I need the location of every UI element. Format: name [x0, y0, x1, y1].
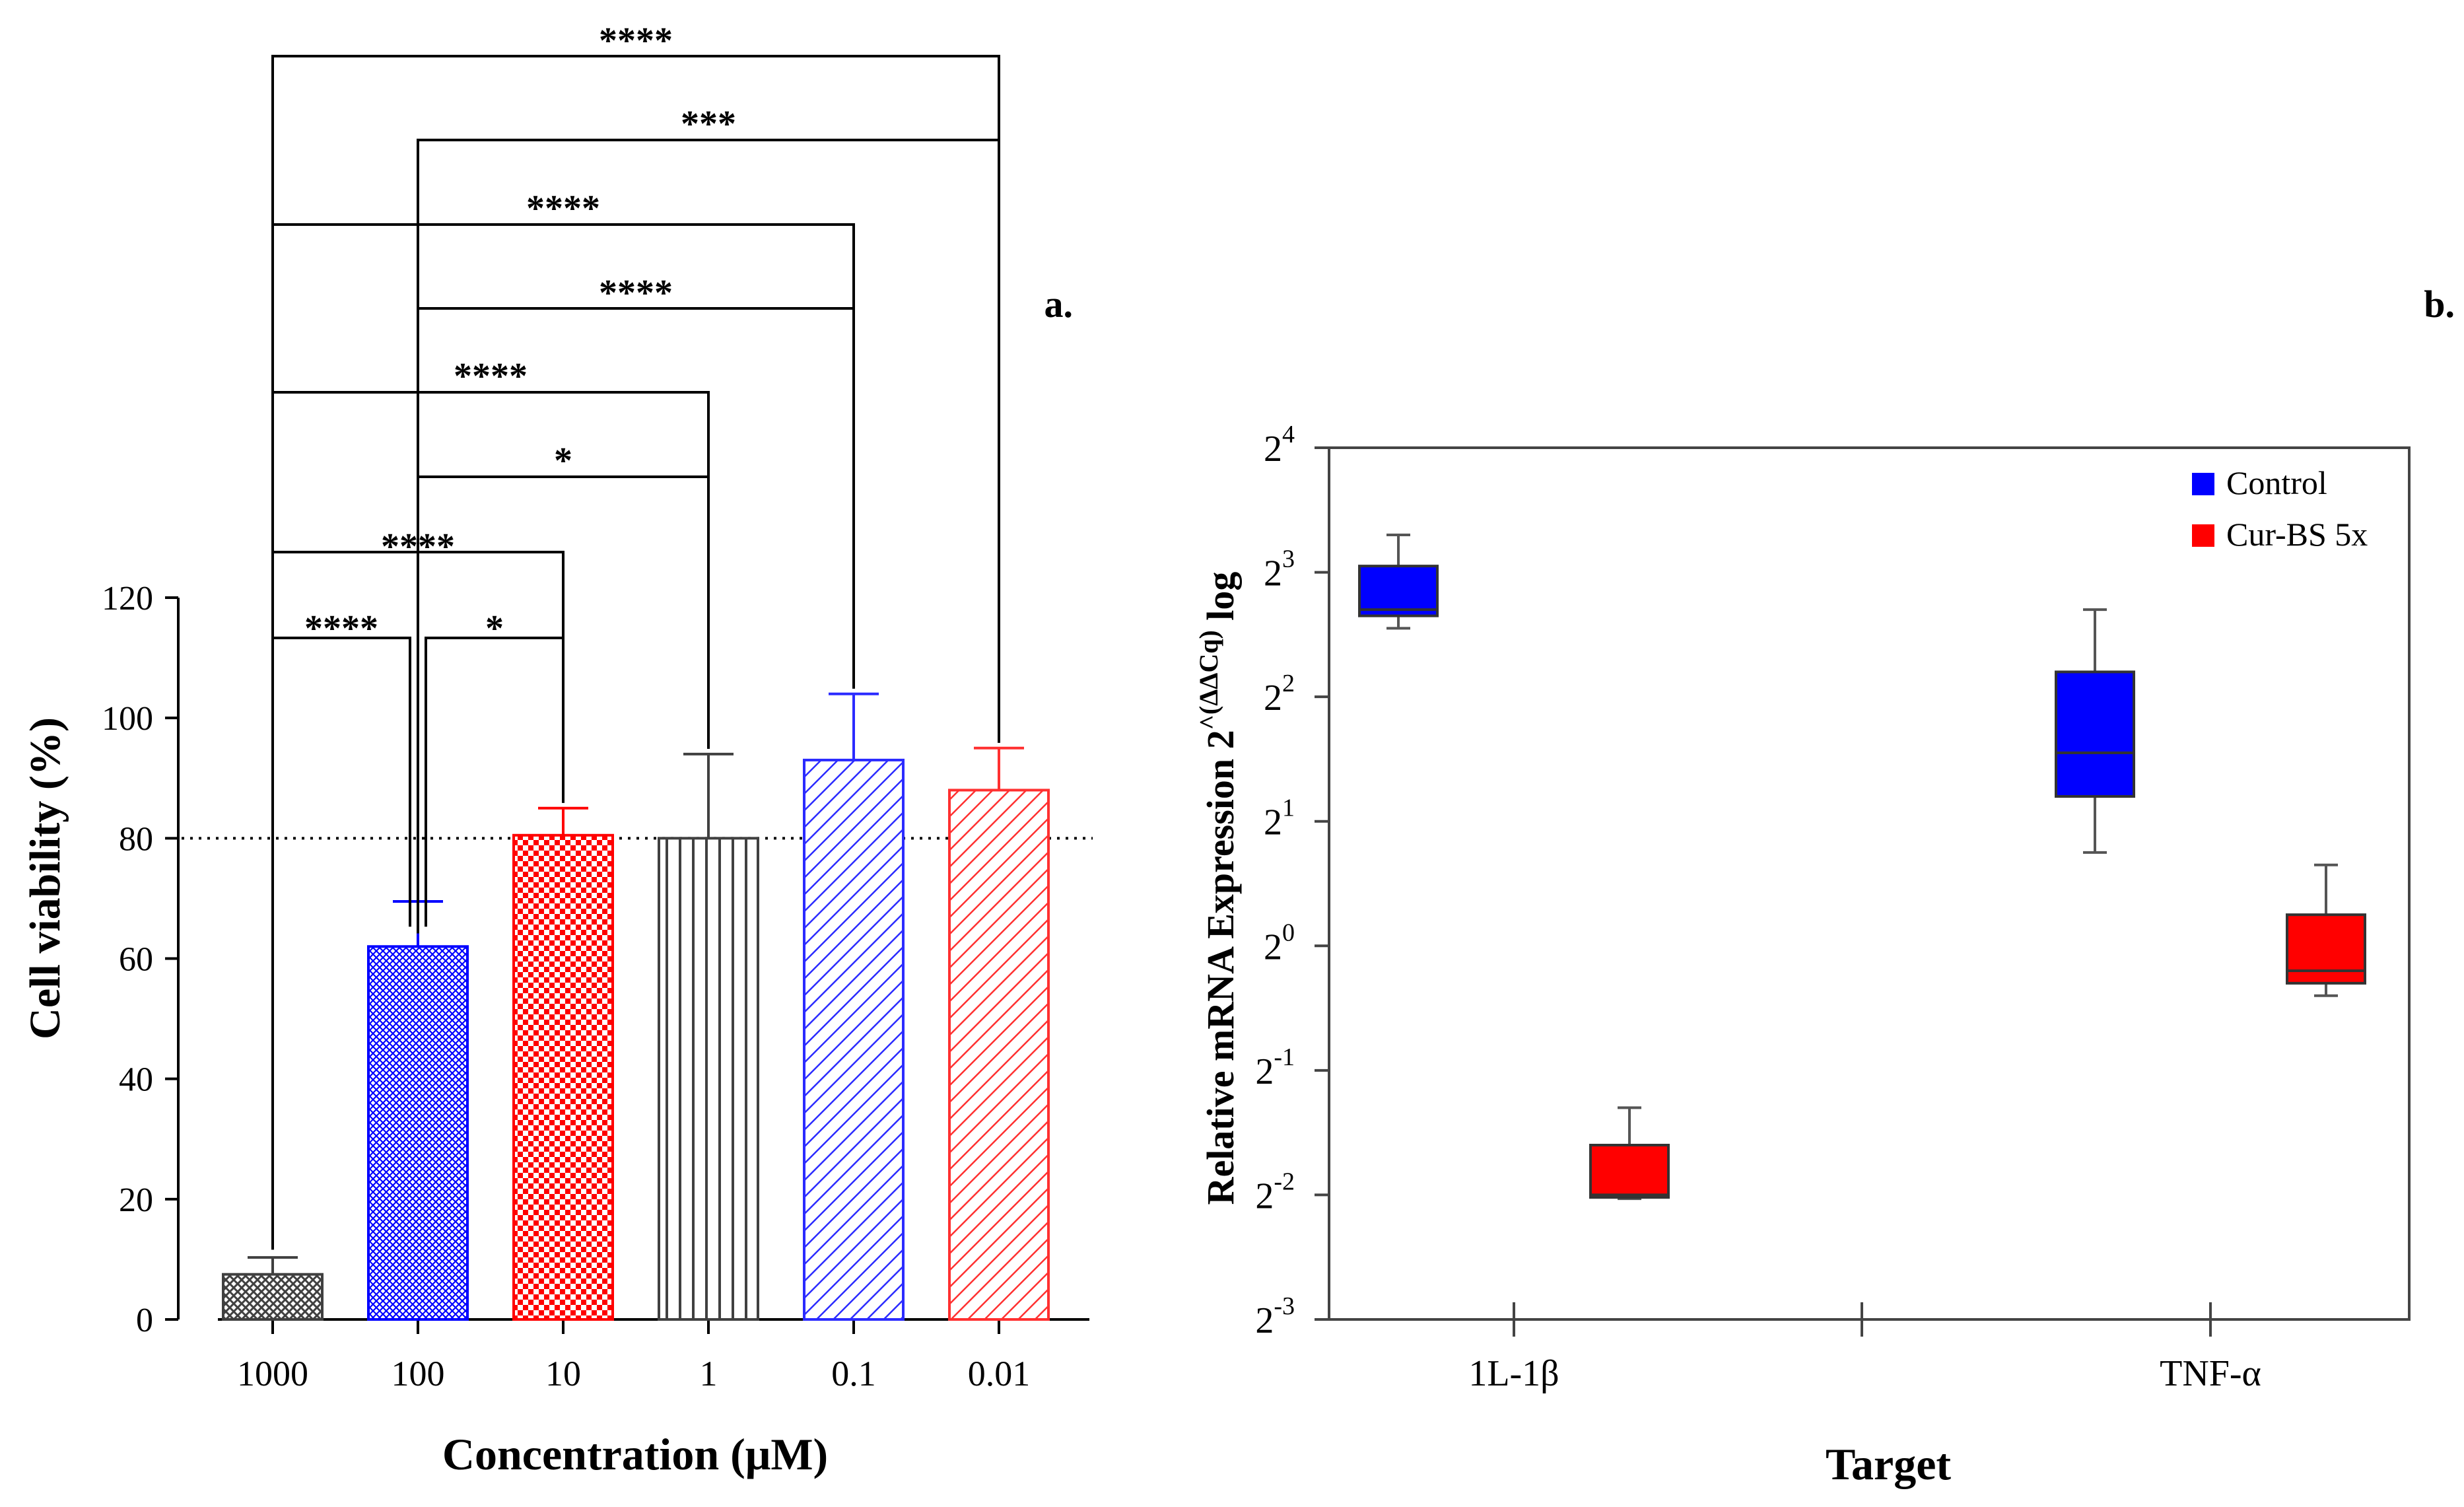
panel-b-box-control [1358, 565, 1439, 617]
panel-b-y-tick-base: 2 [1264, 927, 1282, 967]
panel-b-y-tick-base: 2 [1255, 1175, 1274, 1216]
panel-a-bar-1000 [222, 1273, 324, 1321]
panel-a-significance-label: **** [526, 188, 600, 229]
panel-b-box-cur-bs-5x [1589, 1144, 1670, 1199]
panel-a-y-tick-label: 60 [119, 941, 153, 979]
panel-b-y-axis-title-suffix: log [1199, 572, 1242, 631]
panel-a-x-tick-label: 0.01 [968, 1354, 1031, 1393]
panel-b-box-control [2055, 670, 2135, 798]
panel-b-y-tick-exponent: 4 [1282, 421, 1295, 448]
panel-b-y-tick-base: 2 [1255, 1051, 1274, 1092]
panel-a-x-tick-label: 1000 [237, 1354, 308, 1393]
panel-a-x-axis-title: Concentration (μM) [442, 1429, 828, 1479]
panel-b-y-tick-exponent: -2 [1274, 1168, 1295, 1195]
panel-a-y-tick-label: 0 [136, 1302, 153, 1339]
panel-a-x-tick-label: 1 [700, 1354, 718, 1393]
panel-b-legend-label: Control [2226, 464, 2327, 501]
panel-a-significance-bracket [271, 391, 710, 1250]
panel-b-y-tick-base: 2 [1255, 1300, 1274, 1341]
panel-a-significance-bracket [417, 475, 710, 934]
panel-b-y-axis-title-sup: ^(ΔΔCq) [1194, 630, 1223, 730]
panel-b-y-tick-base: 2 [1264, 678, 1282, 718]
panel-a-x-tick-label: 100 [392, 1354, 445, 1393]
panel-a-significance-label: **** [381, 526, 455, 567]
panel-a-significance-label: *** [681, 104, 736, 145]
panel-b-y-tick-exponent: 3 [1282, 545, 1295, 573]
panel-a-y-axis-title: Cell viability (%) [21, 717, 69, 1039]
panel-b-y-tick-label: 2-2 [1255, 1168, 1295, 1216]
panel-b-y-tick-label: 2-3 [1255, 1292, 1295, 1341]
panel-b-y-tick-label: 21 [1264, 794, 1295, 843]
panel-b-plot-frame [1328, 446, 2411, 1321]
panel-b-legend-swatch [2192, 473, 2214, 495]
panel-b-y-tick-label: 24 [1264, 421, 1295, 470]
panel-b-x-tick-label: 1L-1β [1468, 1353, 1559, 1394]
panel-b-y-tick-exponent: 1 [1282, 794, 1295, 822]
panel-b-legend-label: Cur-BS 5x [2226, 516, 2368, 553]
panel-a-significance-label: **** [599, 273, 673, 314]
panel-a-significance-label: **** [454, 356, 528, 397]
panel-b-x-tick-label: TNF-α [2160, 1353, 2261, 1394]
panel-a-significance-label: **** [599, 20, 673, 61]
panel-a-significance-bracket [417, 307, 855, 934]
panel-b-y-tick-base: 2 [1264, 553, 1282, 594]
panel-b-legend-swatch [2192, 524, 2214, 547]
panel-b-y-tick-base: 2 [1264, 429, 1282, 470]
panel-b-y-tick-label: 20 [1264, 919, 1295, 967]
panel-b-y-tick-exponent: -1 [1274, 1043, 1295, 1071]
panel-b-y-tick-exponent: 0 [1282, 919, 1295, 946]
panel-b-y-tick-label: 23 [1264, 545, 1295, 594]
panel-a-significance-label: **** [304, 608, 378, 649]
panel-a-significance-bracket [271, 637, 411, 1250]
panel-a-significance-bracket [425, 637, 565, 927]
panel-a-y-tick-label: 40 [119, 1061, 153, 1099]
panel-b-label: b. [2424, 283, 2455, 326]
panel-b-y-tick-label: 22 [1264, 670, 1295, 718]
panel-b-y-tick-base: 2 [1264, 802, 1282, 843]
panel-a-bar-10 [512, 833, 614, 1321]
panel-b-box-cur-bs-5x [2286, 913, 2366, 985]
panel-a-y-tick-label: 20 [119, 1181, 153, 1219]
panel-b-x-axis-title: Target [1826, 1439, 1951, 1489]
panel-a-significance-label: * [554, 440, 572, 481]
panel-a-label: a. [1044, 283, 1074, 326]
panel-a-y-tick-label: 120 [102, 580, 153, 617]
panel-a-bar-0.01 [948, 789, 1050, 1321]
panel-a-bar-1 [658, 837, 759, 1321]
panel-a-bar-100 [367, 945, 469, 1321]
panel-a-bar-0.1 [803, 758, 905, 1321]
panel-b-y-tick-exponent: -3 [1274, 1292, 1295, 1320]
panel-b-y-tick-label: 2-1 [1255, 1043, 1295, 1092]
panel-b-y-axis-title-main: Relative mRNA Expression 2 [1199, 730, 1242, 1205]
panel-a-y-tick-label: 100 [102, 700, 153, 738]
panel-a-x-tick-label: 0.1 [831, 1354, 876, 1393]
panel-a-significance-label: * [485, 608, 504, 649]
panel-a-x-tick-label: 10 [545, 1354, 581, 1393]
panel-b-y-tick-exponent: 2 [1282, 670, 1295, 697]
panel-a-y-tick-label: 80 [119, 820, 153, 858]
panel-b-y-axis-title: Relative mRNA Expression 2^(ΔΔCq) log [1194, 572, 1242, 1205]
